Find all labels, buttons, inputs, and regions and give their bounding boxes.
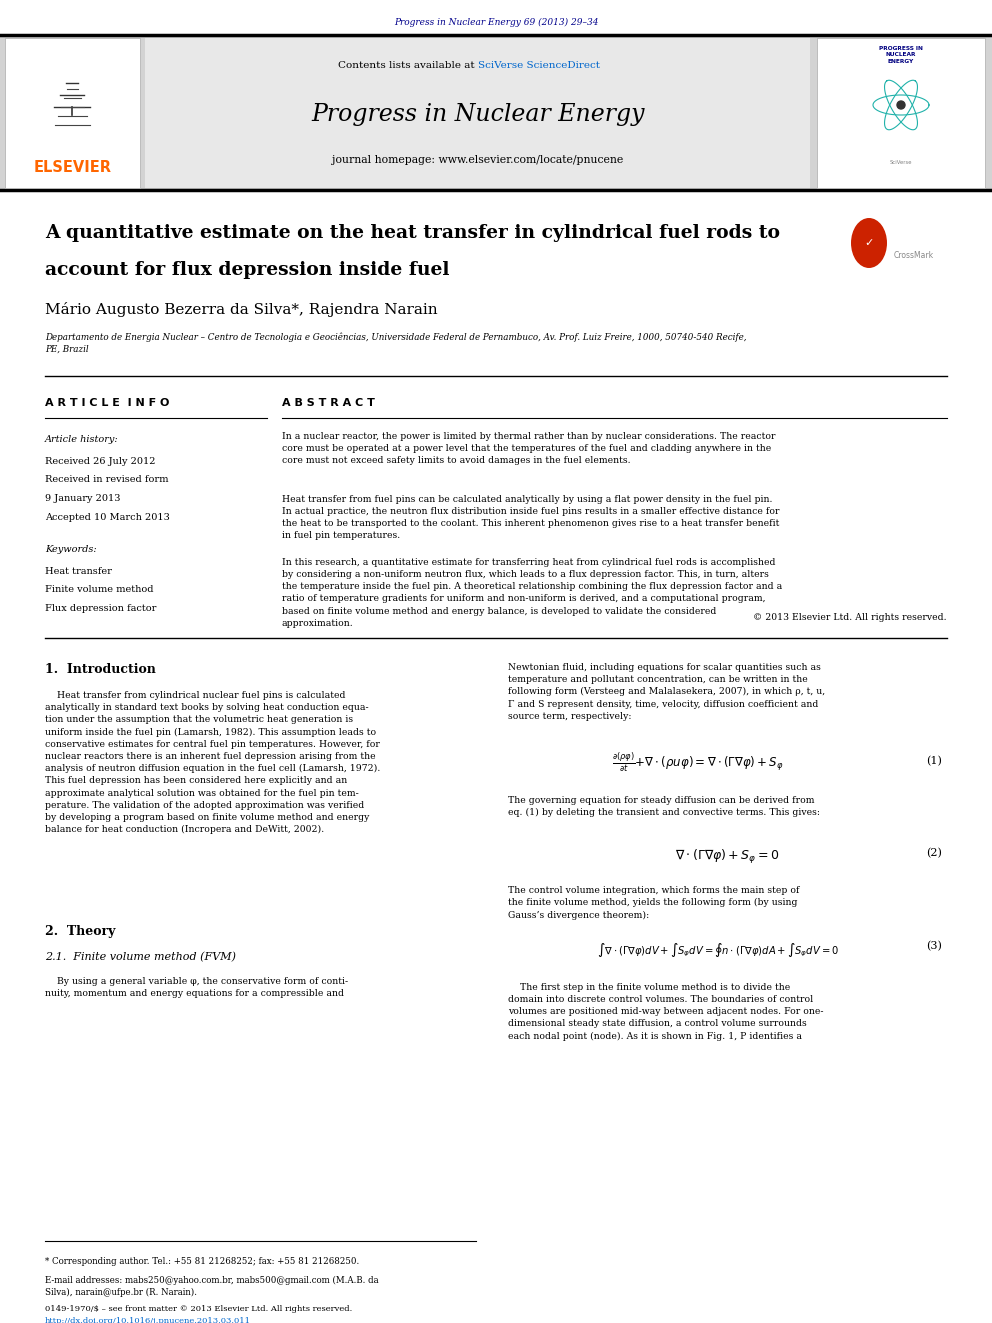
Text: A B S T R A C T: A B S T R A C T xyxy=(282,398,375,407)
Bar xyxy=(0,34,992,191)
Text: 0149-1970/$ – see front matter © 2013 Elsevier Ltd. All rights reserved.: 0149-1970/$ – see front matter © 2013 El… xyxy=(45,1304,352,1312)
Text: Received 26 July 2012: Received 26 July 2012 xyxy=(45,456,156,466)
Text: E-mail addresses: mabs250@yahoo.com.br, mabs500@gmail.com (M.A.B. da
Silva), nar: E-mail addresses: mabs250@yahoo.com.br, … xyxy=(45,1275,379,1297)
Text: Flux depression factor: Flux depression factor xyxy=(45,605,157,613)
Text: The first step in the finite volume method is to divide the
domain into discrete: The first step in the finite volume meth… xyxy=(508,983,823,1041)
Text: Departamento de Energia Nuclear – Centro de Tecnologia e Geociências, Universida: Departamento de Energia Nuclear – Centro… xyxy=(45,332,747,353)
Text: PROGRESS IN
NUCLEAR
ENERGY: PROGRESS IN NUCLEAR ENERGY xyxy=(879,46,923,64)
Text: $\nabla\cdot(\Gamma\nabla\varphi) + S_\varphi = 0$: $\nabla\cdot(\Gamma\nabla\varphi) + S_\v… xyxy=(676,848,780,867)
Text: Progress in Nuclear Energy 69 (2013) 29–34: Progress in Nuclear Energy 69 (2013) 29–… xyxy=(394,17,598,26)
Text: Progress in Nuclear Energy: Progress in Nuclear Energy xyxy=(311,103,645,127)
Circle shape xyxy=(897,101,905,108)
Text: Heat transfer from cylindrical nuclear fuel pins is calculated
analytically in s: Heat transfer from cylindrical nuclear f… xyxy=(45,691,380,835)
Bar xyxy=(817,37,985,188)
Text: A quantitative estimate on the heat transfer in cylindrical fuel rods to: A quantitative estimate on the heat tran… xyxy=(45,224,780,242)
Text: Finite volume method: Finite volume method xyxy=(45,586,154,594)
Text: (1): (1) xyxy=(927,755,942,766)
Text: (3): (3) xyxy=(927,941,942,951)
Text: ✓: ✓ xyxy=(864,238,874,247)
Text: $\frac{\partial(\rho\varphi)}{\partial t}$$ + \nabla\cdot(\rho u\varphi) = \nabl: $\frac{\partial(\rho\varphi)}{\partial t… xyxy=(612,751,784,774)
Text: account for flux depression inside fuel: account for flux depression inside fuel xyxy=(45,261,449,279)
Text: Accepted 10 March 2013: Accepted 10 March 2013 xyxy=(45,512,170,521)
Text: $\int\nabla\cdot(\Gamma\nabla\varphi)dV + \int S_\varphi dV = \oint n\cdot(\Gamm: $\int\nabla\cdot(\Gamma\nabla\varphi)dV … xyxy=(596,941,838,959)
Text: * Corresponding author. Tel.: +55 81 21268252; fax: +55 81 21268250.: * Corresponding author. Tel.: +55 81 212… xyxy=(45,1257,359,1266)
Text: (2): (2) xyxy=(927,848,942,859)
Text: http://dx.doi.org/10.1016/j.pnucene.2013.03.011: http://dx.doi.org/10.1016/j.pnucene.2013… xyxy=(45,1316,251,1323)
Text: SciVerse: SciVerse xyxy=(890,160,913,165)
Text: Article history:: Article history: xyxy=(45,435,119,445)
Text: 2.1.  Finite volume method (FVM): 2.1. Finite volume method (FVM) xyxy=(45,953,236,962)
Text: © 2013 Elsevier Ltd. All rights reserved.: © 2013 Elsevier Ltd. All rights reserved… xyxy=(753,613,947,622)
Text: SciVerse ScienceDirect: SciVerse ScienceDirect xyxy=(478,61,600,70)
Text: Heat transfer from fuel pins can be calculated analytically by using a flat powe: Heat transfer from fuel pins can be calc… xyxy=(282,495,780,541)
Ellipse shape xyxy=(851,218,887,269)
Text: Heat transfer: Heat transfer xyxy=(45,568,112,576)
Text: journal homepage: www.elsevier.com/locate/pnucene: journal homepage: www.elsevier.com/locat… xyxy=(332,155,624,165)
Bar xyxy=(145,37,810,188)
Text: In a nuclear reactor, the power is limited by thermal rather than by nuclear con: In a nuclear reactor, the power is limit… xyxy=(282,433,776,466)
Text: By using a general variable φ, the conservative form of conti-
nuity, momentum a: By using a general variable φ, the conse… xyxy=(45,976,348,998)
Text: CrossMark: CrossMark xyxy=(894,251,934,261)
Text: 2.  Theory: 2. Theory xyxy=(45,925,115,938)
Text: Contents lists available at: Contents lists available at xyxy=(338,61,478,70)
Text: Newtonian fluid, including equations for scalar quantities such as
temperature a: Newtonian fluid, including equations for… xyxy=(508,663,825,721)
Text: In this research, a quantitative estimate for transferring heat from cylindrical: In this research, a quantitative estimat… xyxy=(282,558,783,627)
Text: Received in revised form: Received in revised form xyxy=(45,475,169,484)
Bar xyxy=(5,37,140,188)
Text: The control volume integration, which forms the main step of
the finite volume m: The control volume integration, which fo… xyxy=(508,886,800,919)
Text: 1.  Introduction: 1. Introduction xyxy=(45,663,156,676)
Text: Mário Augusto Bezerra da Silva*, Rajendra Narain: Mário Augusto Bezerra da Silva*, Rajendr… xyxy=(45,303,437,318)
Text: 9 January 2013: 9 January 2013 xyxy=(45,493,120,503)
Text: A R T I C L E  I N F O: A R T I C L E I N F O xyxy=(45,398,170,407)
Text: Keywords:: Keywords: xyxy=(45,545,96,554)
Text: The governing equation for steady diffusion can be derived from
eq. (1) by delet: The governing equation for steady diffus… xyxy=(508,796,820,818)
Text: ELSEVIER: ELSEVIER xyxy=(34,160,111,176)
